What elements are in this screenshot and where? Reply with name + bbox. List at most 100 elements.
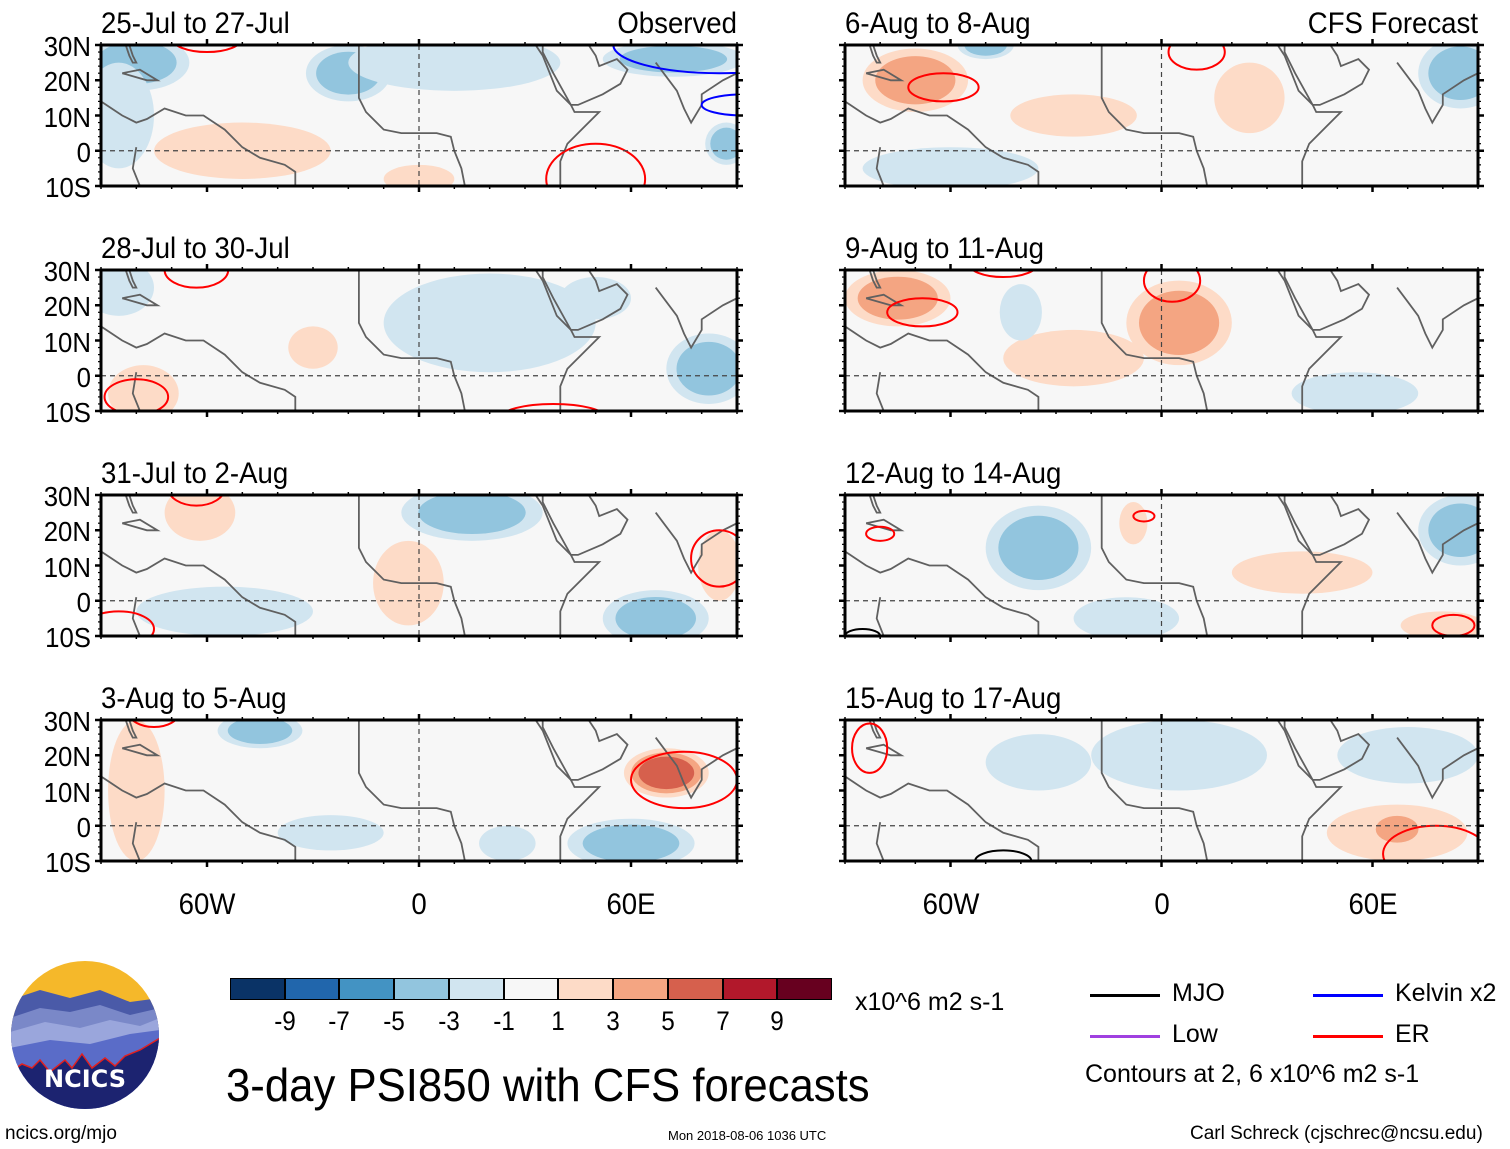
coastline [1276,270,1344,411]
anomaly-region [560,277,631,320]
coastline [1276,45,1344,186]
anomaly-region [1400,611,1478,636]
legend-line-kelvin-x2 [1313,994,1383,997]
coastline [534,720,602,861]
contour-er [545,142,647,186]
map-panel-p1 [95,39,743,192]
contour-note: Contours at 2, 6 x10^6 m2 s-1 [1085,1060,1420,1088]
contour-er [131,720,177,729]
contour-mjo [974,849,1033,861]
coastline [868,720,882,739]
coastline [101,775,297,861]
coastline [1396,287,1478,350]
panel-date-label: 15-Aug to 17-Aug [845,682,1062,715]
lat-tick-label: 10N [43,776,91,808]
panel-date-label: 31-Jul to 2-Aug [101,457,289,490]
coastline [1100,270,1209,411]
coastline [1283,270,1371,331]
panel-date-label: 28-Jul to 30-Jul [101,232,290,265]
legend-line-low [1090,1035,1160,1038]
map-panel-p5 [839,39,1484,192]
colorbar-swatch [284,978,340,1000]
contour-er [630,750,737,810]
lat-tick-label: 0 [76,361,91,393]
colorbar-swatch [558,978,614,1000]
contour-er [169,495,224,507]
lat-tick-label: 10S [45,847,91,878]
anomaly-region [383,273,596,373]
anomaly-region [615,596,697,636]
legend-label: ER [1395,1020,1430,1048]
anomaly-region [288,326,338,369]
ncics-logo-icon: NCICS [11,961,159,1109]
coastline [101,550,297,636]
coastline [358,45,466,186]
anomaly-region [998,515,1079,581]
coastline [868,270,882,289]
coastline [845,550,1040,636]
site-url[interactable]: ncics.org/mjo [5,1123,117,1144]
coastline [865,293,905,307]
coastline [124,45,138,64]
coastline [541,720,629,781]
lon-tick-label: 0 [1153,888,1170,921]
colorbar-tick-label: -7 [328,1006,351,1036]
coastline [865,743,905,757]
legend-label: Low [1172,1020,1218,1048]
lat-tick-label: 10N [43,551,91,583]
contour-er [907,72,980,103]
coastline [541,45,629,106]
colorbar-swatch [448,978,504,1000]
contour-er [174,45,240,54]
anomaly-region [348,45,561,91]
map-panel-p7 [839,489,1484,642]
contour-er [886,297,959,328]
timestamp: Mon 2018-08-06 1036 UTC [668,1128,827,1143]
anomaly-region [1375,815,1419,843]
colorbar-tick-label: 1 [551,1006,566,1036]
coastline [875,597,885,636]
panel-date-label: 3-Aug to 5-Aug [101,682,287,715]
lat-tick-label: 0 [76,586,91,618]
coastline [865,518,905,532]
coastline [1396,62,1478,125]
anomaly-region [1291,372,1419,411]
coastline [654,512,737,575]
colorbar-swatch [230,978,285,1000]
anomaly-region [1214,62,1285,134]
anomaly-region [619,45,728,73]
contour-kelvin-x2 [612,45,737,75]
contour-kelvin-x2 [700,93,737,117]
colorbar-tick-label: 3 [606,1006,620,1036]
anomaly-region [1003,329,1144,387]
map-panel-p3 [95,489,743,642]
coastline [1100,45,1209,186]
map-panel-p4 [95,714,743,867]
lat-tick-label: 10S [45,172,91,203]
anomaly-region [1091,720,1267,791]
anomaly-region [710,127,737,160]
coastline [124,270,138,289]
colorbar-tick-label: -5 [383,1006,405,1036]
coastline [131,597,141,636]
panel-type-label: Observed [617,7,737,40]
lon-tick-label: 60E [1347,888,1398,921]
author-credit: Carl Schreck (cjschrec@ncsu.edu) [1190,1123,1483,1144]
chart-title: 3-day PSI850 with CFS forecasts [226,1059,870,1111]
coastline [358,495,466,636]
logo-text: NCICS [44,1065,126,1093]
lat-tick-label: 20N [43,741,91,773]
coastline [654,62,737,125]
panel-type-label: CFS Forecast [1307,7,1478,40]
coastline [121,68,161,82]
anomaly-region [418,495,526,535]
legend-line-er [1313,1035,1383,1038]
colorbar-tick-label: 9 [770,1006,785,1036]
lat-tick-label: 10S [45,397,91,428]
anomaly-region [1231,551,1373,594]
contour-er [103,378,170,411]
map-panel-p2 [95,264,743,417]
contour-er [1132,509,1156,523]
colorbar-swatch [667,978,723,1000]
colorbar-swatch [613,978,668,1000]
